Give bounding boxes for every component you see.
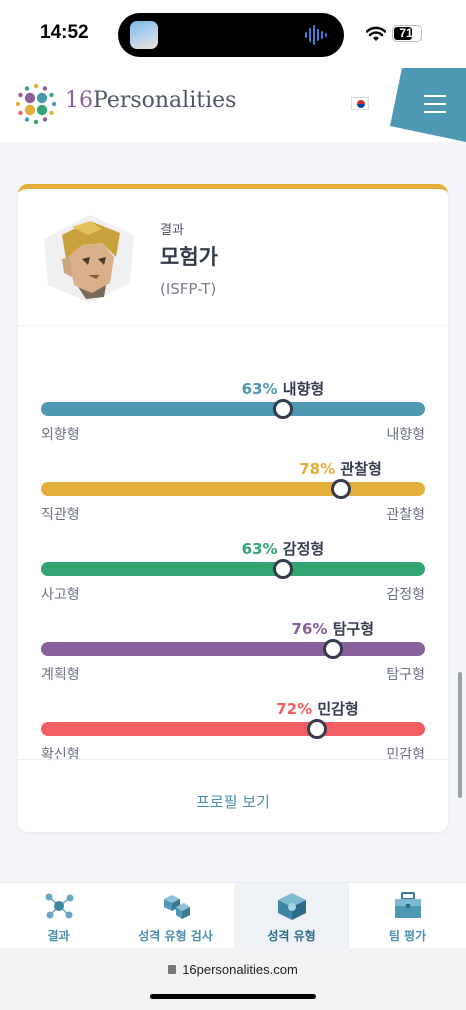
nav-team-assessment[interactable]: 팀 평가 (349, 883, 466, 949)
app-thumbnail-icon (130, 21, 158, 49)
trait-bar (41, 482, 425, 496)
trait-percent-label: 63% 내향형 (242, 378, 325, 399)
trait-bar (41, 642, 425, 656)
trait-percent-label: 76% 탐구형 (292, 618, 375, 639)
hamburger-menu-icon[interactable] (424, 95, 446, 113)
nav-label: 결과 (47, 929, 70, 943)
trait-left-label: 확신형 (41, 747, 80, 763)
trait-left-label: 외향형 (41, 427, 80, 443)
personality-type-code: (ISFP-T) (160, 280, 217, 298)
nav-personality-test[interactable]: 성격 유형 검사 (117, 883, 234, 949)
trait-marker (307, 719, 328, 739)
briefcase-icon (394, 892, 421, 918)
type-cube-icon (277, 893, 306, 920)
nav-personality-types[interactable]: 성격 유형 (234, 883, 349, 949)
card-divider (18, 325, 448, 326)
trait-percent: 72% (276, 700, 313, 718)
trait-name: 내향형 (282, 380, 325, 398)
result-card: 결과 모험가 (ISFP-T) 63% 내향형 외향형 내향형 78% 관찰형 직관형 관… (18, 184, 448, 832)
result-label: 결과 (160, 223, 184, 238)
logo-wordmark[interactable]: 16Personalities (65, 88, 236, 113)
trait-row: 63% 감정형 사고형 감정형 (41, 538, 425, 603)
trait-percent-label: 78% 관찰형 (299, 458, 382, 479)
wifi-icon (366, 26, 386, 41)
trait-percent-label: 63% 감정형 (242, 538, 325, 559)
korea-flag-icon[interactable] (351, 97, 369, 110)
battery-fill (394, 27, 412, 40)
trait-percent-label: 72% 민감형 (276, 698, 359, 719)
logo-number: 16 (65, 88, 93, 113)
trait-name: 감정형 (282, 540, 325, 558)
home-indicator[interactable] (150, 994, 316, 999)
trait-row: 76% 탐구형 계획형 탐구형 (41, 618, 425, 683)
status-time: 14:52 (40, 22, 89, 43)
url-text: 16personalities.com (182, 962, 298, 977)
trait-bar (41, 402, 425, 416)
nav-label: 성격 유형 (267, 929, 316, 943)
trait-bar (41, 722, 425, 736)
trait-right-label: 관찰형 (386, 507, 425, 523)
logo-icon[interactable] (14, 82, 58, 126)
trait-right-label: 민감형 (386, 747, 425, 763)
scrollbar[interactable] (458, 672, 462, 798)
audio-waveform-icon (305, 25, 327, 45)
trait-left-label: 계획형 (41, 667, 80, 683)
personality-type-name: 모험가 (160, 245, 218, 269)
trait-left-label: 사고형 (41, 587, 80, 603)
trait-left-label: 직관형 (41, 507, 80, 523)
nav-label: 팀 평가 (388, 929, 427, 943)
trait-percent: 78% (299, 460, 336, 478)
bottom-navigation: 결과 성격 유형 검사 성격 유형 팀 평가 (0, 882, 466, 949)
nav-results[interactable]: 결과 (0, 883, 117, 949)
trait-marker (272, 559, 293, 579)
trait-bar (41, 562, 425, 576)
adventurer-avatar-icon (44, 215, 134, 303)
lock-icon (168, 965, 177, 974)
trait-name: 민감형 (317, 700, 359, 718)
browser-url-bar[interactable]: 16personalities.com (0, 948, 466, 1010)
trait-name: 관찰형 (340, 460, 382, 478)
status-bar: 14:52 71 (0, 0, 466, 68)
puzzle-cubes-icon (163, 895, 190, 919)
molecule-icon (45, 893, 73, 919)
trait-marker (322, 639, 343, 659)
trait-row: 78% 관찰형 직관형 관찰형 (41, 458, 425, 523)
trait-marker (272, 399, 293, 419)
flag-emblem (357, 100, 365, 108)
trait-right-label: 탐구형 (386, 667, 425, 683)
battery-percent: 71 (399, 26, 413, 40)
trait-percent: 63% (241, 540, 278, 558)
trait-percent: 76% (291, 620, 328, 638)
url-display[interactable]: 16personalities.com (0, 962, 466, 977)
trait-percent: 63% (241, 380, 278, 398)
card-divider (18, 759, 448, 760)
menu-tab-background[interactable] (390, 68, 466, 142)
nav-label: 성격 유형 검사 (138, 929, 213, 943)
logo-word: Personalities (93, 88, 237, 113)
dynamic-island (118, 13, 344, 57)
trait-row: 63% 내향형 외향형 내향형 (41, 378, 425, 443)
site-header: 16Personalities (0, 68, 466, 142)
trait-row: 72% 민감형 확신형 민감형 (41, 698, 425, 763)
trait-right-label: 내향형 (386, 427, 425, 443)
trait-name: 탐구형 (332, 620, 375, 638)
battery-icon: 71 (392, 25, 422, 42)
trait-right-label: 감정형 (386, 587, 425, 603)
trait-marker (330, 479, 351, 499)
view-profile-link[interactable]: 프로필 보기 (196, 793, 270, 811)
